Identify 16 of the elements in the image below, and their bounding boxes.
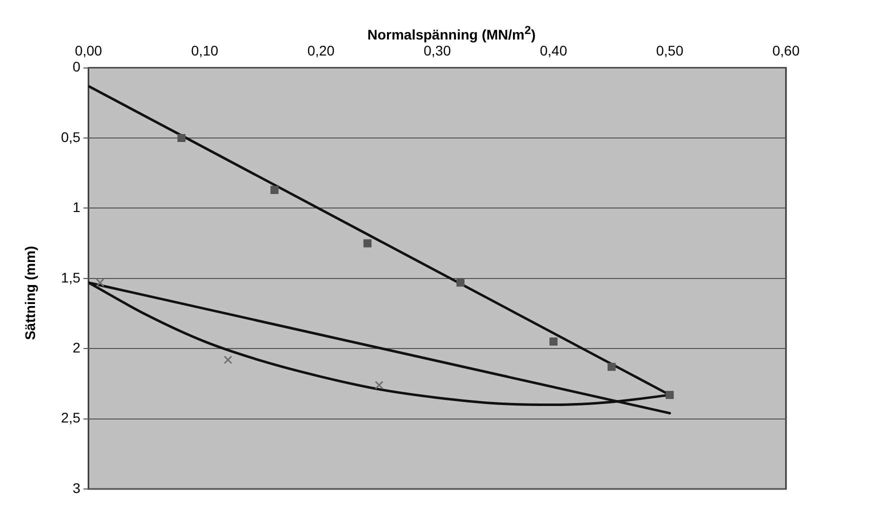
x-axis-title: Normalspänning (MN/m$^{2}$) (366, 24, 537, 43)
y-tick-label: 0,5 (60, 128, 81, 145)
y-tick-label: 2 (72, 339, 81, 356)
y-axis-title: Sättning (mm) (22, 246, 38, 340)
y-tick-label: 2,5 (60, 410, 81, 426)
x-tick-label: 0,00 (74, 42, 102, 58)
x-tick-label: 0,40 (540, 42, 568, 58)
y-tick-label: 0 (72, 58, 81, 75)
y-tick-label: 1 (72, 199, 81, 216)
x-tick-label: 0,50 (656, 42, 684, 58)
x-tick-label: 0,30 (424, 42, 452, 58)
y-tick-label: 3 (72, 480, 81, 496)
x-tick-label: 0,10 (191, 42, 219, 58)
x-tick-label: 0,20 (307, 42, 335, 58)
y-tick-label: 1,5 (60, 269, 81, 286)
x-tick-label: 0,60 (772, 42, 800, 58)
